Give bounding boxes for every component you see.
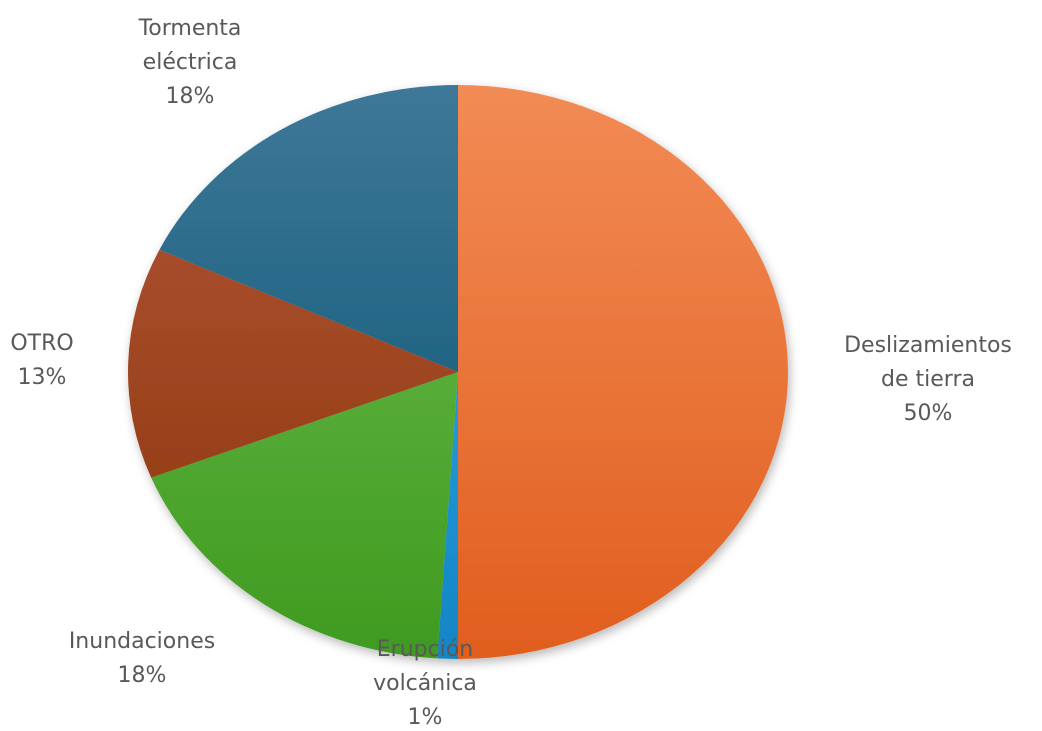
pie-slices: [128, 85, 788, 660]
pie-slice-inundaciones: [151, 372, 458, 659]
pie-labels: Deslizamientos de tierra 50% Erupción volcán…: [10, 16, 1012, 730]
data-label-otro: OTRO 13%: [10, 331, 73, 390]
pie-slice-otro: [128, 249, 458, 478]
data-label-inundaciones: Inundaciones 18%: [69, 629, 215, 688]
data-label-tormenta-el-ctrica: Tormenta eléctrica 18%: [138, 16, 242, 109]
pie-slice-erupci-n-volc-nica: [437, 372, 458, 660]
data-label-deslizamientos-de-tierra: Deslizamientos de tierra 50%: [844, 333, 1012, 426]
pie-slice-tormenta-el-ctrica: [159, 85, 458, 372]
pie-slice-deslizamientos-de-tierra: [458, 85, 788, 659]
data-label-erupci-n-volc-nica: Erupción volcánica 1%: [373, 637, 477, 730]
